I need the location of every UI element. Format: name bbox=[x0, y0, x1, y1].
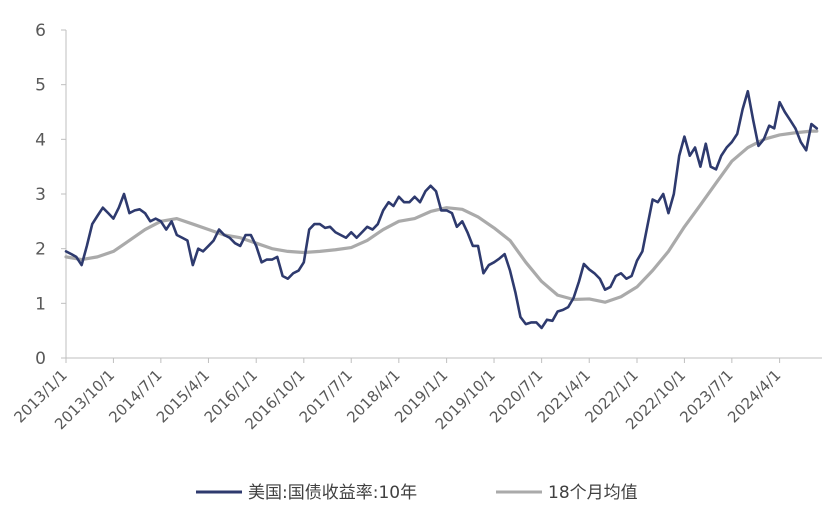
legend: 美国:国债收益率:10年 18个月均值 bbox=[196, 483, 638, 503]
x-tick-label: 2024/4/1 bbox=[724, 366, 784, 426]
series-line-us10y bbox=[64, 89, 819, 330]
y-tick-label: 6 bbox=[35, 21, 46, 41]
legend-entry-us10y: 美国:国债收益率:10年 bbox=[196, 483, 417, 503]
y-tick-label: 0 bbox=[35, 349, 46, 369]
y-tick-label: 5 bbox=[35, 76, 46, 96]
legend-entry-18m-average: 18个月均值 bbox=[496, 483, 638, 503]
series-line-18m-average bbox=[64, 129, 819, 304]
series-layer bbox=[64, 89, 819, 330]
y-tick-label: 4 bbox=[35, 130, 46, 150]
y-axis-ticks: 0 1 2 3 4 5 6 bbox=[35, 21, 66, 369]
legend-label: 美国:国债收益率:10年 bbox=[248, 483, 417, 503]
legend-label: 18个月均值 bbox=[548, 483, 638, 503]
x-axis-ticks: 2013/1/12013/10/12014/7/12015/4/12016/1/… bbox=[10, 358, 784, 433]
y-tick-label: 2 bbox=[35, 240, 46, 260]
y-tick-label: 3 bbox=[35, 185, 46, 205]
y-tick-label: 1 bbox=[35, 294, 46, 314]
